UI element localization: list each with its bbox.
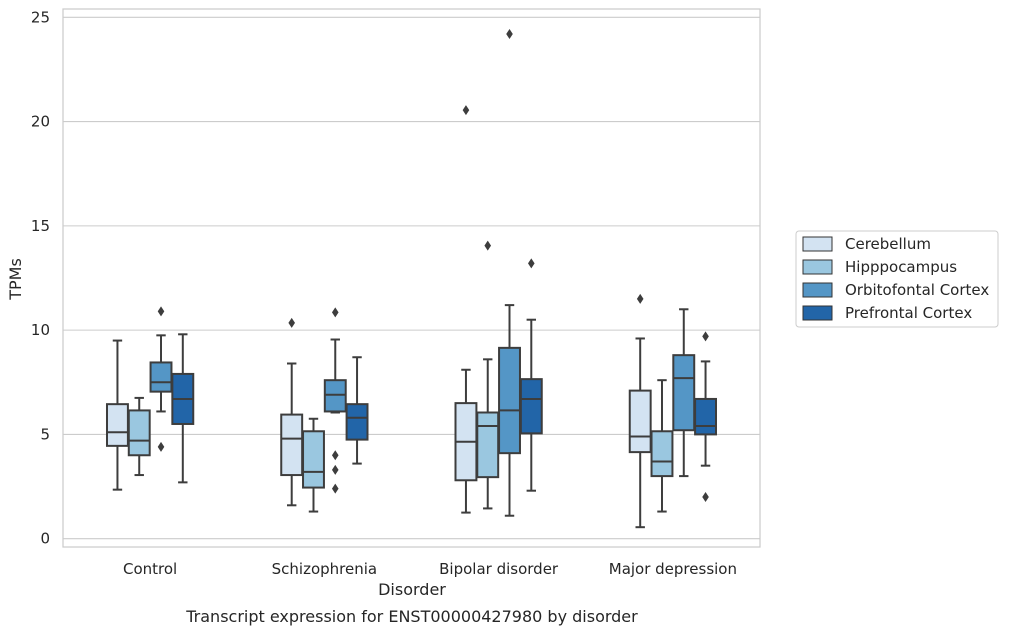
box-iqr [628,389,652,454]
legend-swatch [802,305,833,321]
box-group [476,240,500,510]
box-iqr [519,378,543,435]
legend-item: Hipppocampus [802,258,957,276]
box-iqr [345,403,369,441]
x-axis-ticks: Control Schizophrenia Bipolar disorder Majo… [123,560,737,578]
grid-lines [63,16,760,540]
box-group [694,331,718,502]
legend-swatch [802,259,833,275]
outlier-point [331,464,339,475]
outlier-point [484,240,492,251]
y-tick-label: 10 [31,321,50,339]
outlier-point [331,483,339,494]
box-group [628,293,652,529]
box-group [454,105,478,514]
legend-label: Prefrontal Cortex [845,304,972,322]
box-group [280,317,304,507]
outlier-point [702,491,709,502]
outlier-point [636,293,644,304]
box-group [105,339,129,491]
legend-item: Prefrontal Cortex [802,304,972,322]
box-group [171,333,195,484]
legend-item: Cerebellum [802,235,931,253]
y-tick-label: 0 [40,530,50,548]
box-iqr [650,430,674,478]
legend-swatch [802,282,833,298]
box-iqr [105,403,129,447]
y-tick-label: 20 [31,113,50,131]
y-tick-label: 15 [31,217,50,235]
x-tick-label: Schizophrenia [272,560,377,578]
box-iqr [127,409,151,457]
legend-frame [795,230,999,328]
box-iqr [476,411,500,479]
box-group [519,258,543,492]
box-iqr [280,413,304,477]
x-tick-label: Control [123,560,177,578]
box-iqr [302,430,325,489]
box-group [323,307,347,494]
outlier-point [527,258,535,269]
box-iqr [323,379,347,413]
x-tick-label: Bipolar disorder [439,560,559,578]
y-tick-label: 25 [31,8,50,26]
box-group [672,308,696,478]
legend-swatch [802,236,833,252]
box-group [345,356,369,465]
outlier-point [506,29,513,40]
outlier-point [331,450,339,461]
box-group [149,306,173,452]
outlier-point [331,307,339,318]
outlier-point [702,331,709,342]
legend-label: Hipppocampus [845,258,957,276]
outlier-point [157,306,165,317]
box-iqr [498,346,521,455]
legend: Cerebellum Hipppocampus Orbitofontal Corte… [795,230,999,328]
y-tick-label: 5 [40,425,50,443]
series-group [149,29,696,517]
plot-area-frame [62,8,761,548]
box-group [127,396,151,477]
outlier-point [288,317,296,328]
figure-caption: Transcript expression for ENST0000042798… [185,607,638,626]
outlier-point [462,105,470,116]
x-tick-label: Major depression [609,560,737,578]
series-group [127,240,674,513]
box-group [302,417,325,513]
box-series [105,29,718,529]
y-axis-ticks: 0 5 10 15 20 25 [31,8,50,547]
legend-label: Cerebellum [845,235,931,253]
box-group [498,29,521,517]
box-iqr [672,354,696,432]
series-group [171,258,718,502]
y-axis-title: TPMs [6,258,25,301]
box-iqr [694,397,718,436]
box-group [650,379,674,513]
legend-label: Orbitofontal Cortex [845,281,989,299]
x-axis-title: Disorder [378,580,446,599]
outlier-point [157,441,165,452]
series-group [105,105,652,529]
box-iqr [149,361,173,393]
legend-item: Orbitofontal Cortex [802,281,989,299]
